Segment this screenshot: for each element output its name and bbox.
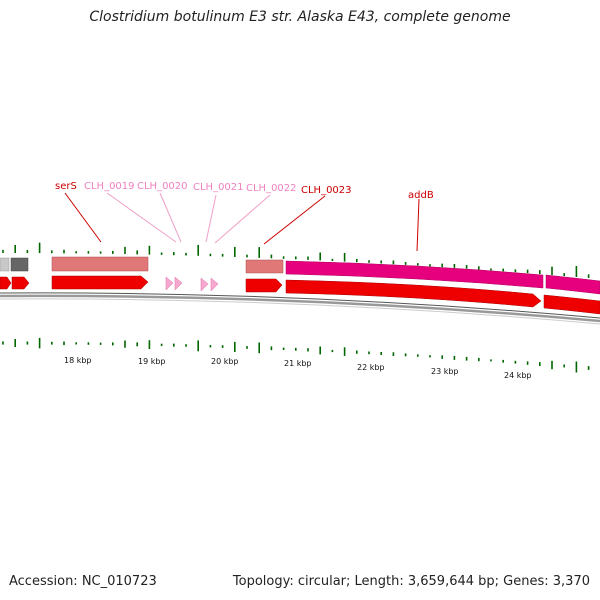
gene-block-dark-gray[interactable] [10,257,29,272]
gene-arrow-clh0022[interactable] [210,277,219,292]
scale-label-22kbp: 22 kbp [357,363,385,372]
scale-labels: 18 kbp 19 kbp 20 kbp 21 kbp 22 kbp 23 kb… [64,356,532,380]
gene-arrow-clh0021[interactable] [200,277,209,292]
gene-arrow-a[interactable] [0,276,12,290]
gene-block-sers-upper[interactable] [51,256,149,272]
gene-label-clh0020[interactable]: CLH_0020 [137,181,188,192]
scale-label-20kbp: 20 kbp [211,357,239,366]
map-title: Clostridium botulinum E3 str. Alaska E43… [89,9,511,25]
gene-label-sers[interactable]: serS [55,181,77,192]
gene-arrow-next[interactable] [543,294,600,315]
gene-label-clh0023[interactable]: CLH_0023 [301,185,352,196]
gene-track-upper [0,256,600,295]
gene-arrow-clh0023[interactable] [245,278,283,293]
gene-label-clh0021[interactable]: CLH_0021 [193,182,244,193]
gene-track-lower [0,275,600,315]
gene-label-clh0022[interactable]: CLH_0022 [246,183,297,194]
gene-arrow-clh0020[interactable] [174,276,183,291]
gene-arrow-addb[interactable] [285,279,542,308]
scale-label-18kbp: 18 kbp [64,356,92,365]
gene-arrow-b[interactable] [11,276,30,290]
gene-block-addb-upper[interactable] [285,260,544,289]
scale-label-21kbp: 21 kbp [284,359,312,368]
label-leader-lines [64,192,420,252]
scale-label-23kbp: 23 kbp [431,367,459,376]
genome-summary-text: Topology: circular; Length: 3,659,644 bp… [232,574,590,589]
accession-text: Accession: NC_010723 [9,574,157,589]
scale-label-19kbp: 19 kbp [138,357,166,366]
gene-block-next-upper[interactable] [545,274,600,295]
top-density-ticks [2,242,590,278]
gene-arrow-sers[interactable] [51,275,149,290]
gene-block-gray[interactable] [0,257,10,272]
gene-label-clh0019[interactable]: CLH_0019 [84,181,135,192]
genome-backbone [0,292,600,325]
bottom-density-ticks [2,337,590,373]
gene-label-addb[interactable]: addB [408,190,434,201]
gene-arrow-clh0019[interactable] [165,276,174,291]
gene-labels: serS CLH_0019 CLH_0020 CLH_0021 CLH_0022… [55,181,434,201]
scale-label-24kbp: 24 kbp [504,371,532,380]
gene-block-clh0023-upper[interactable] [245,259,284,274]
